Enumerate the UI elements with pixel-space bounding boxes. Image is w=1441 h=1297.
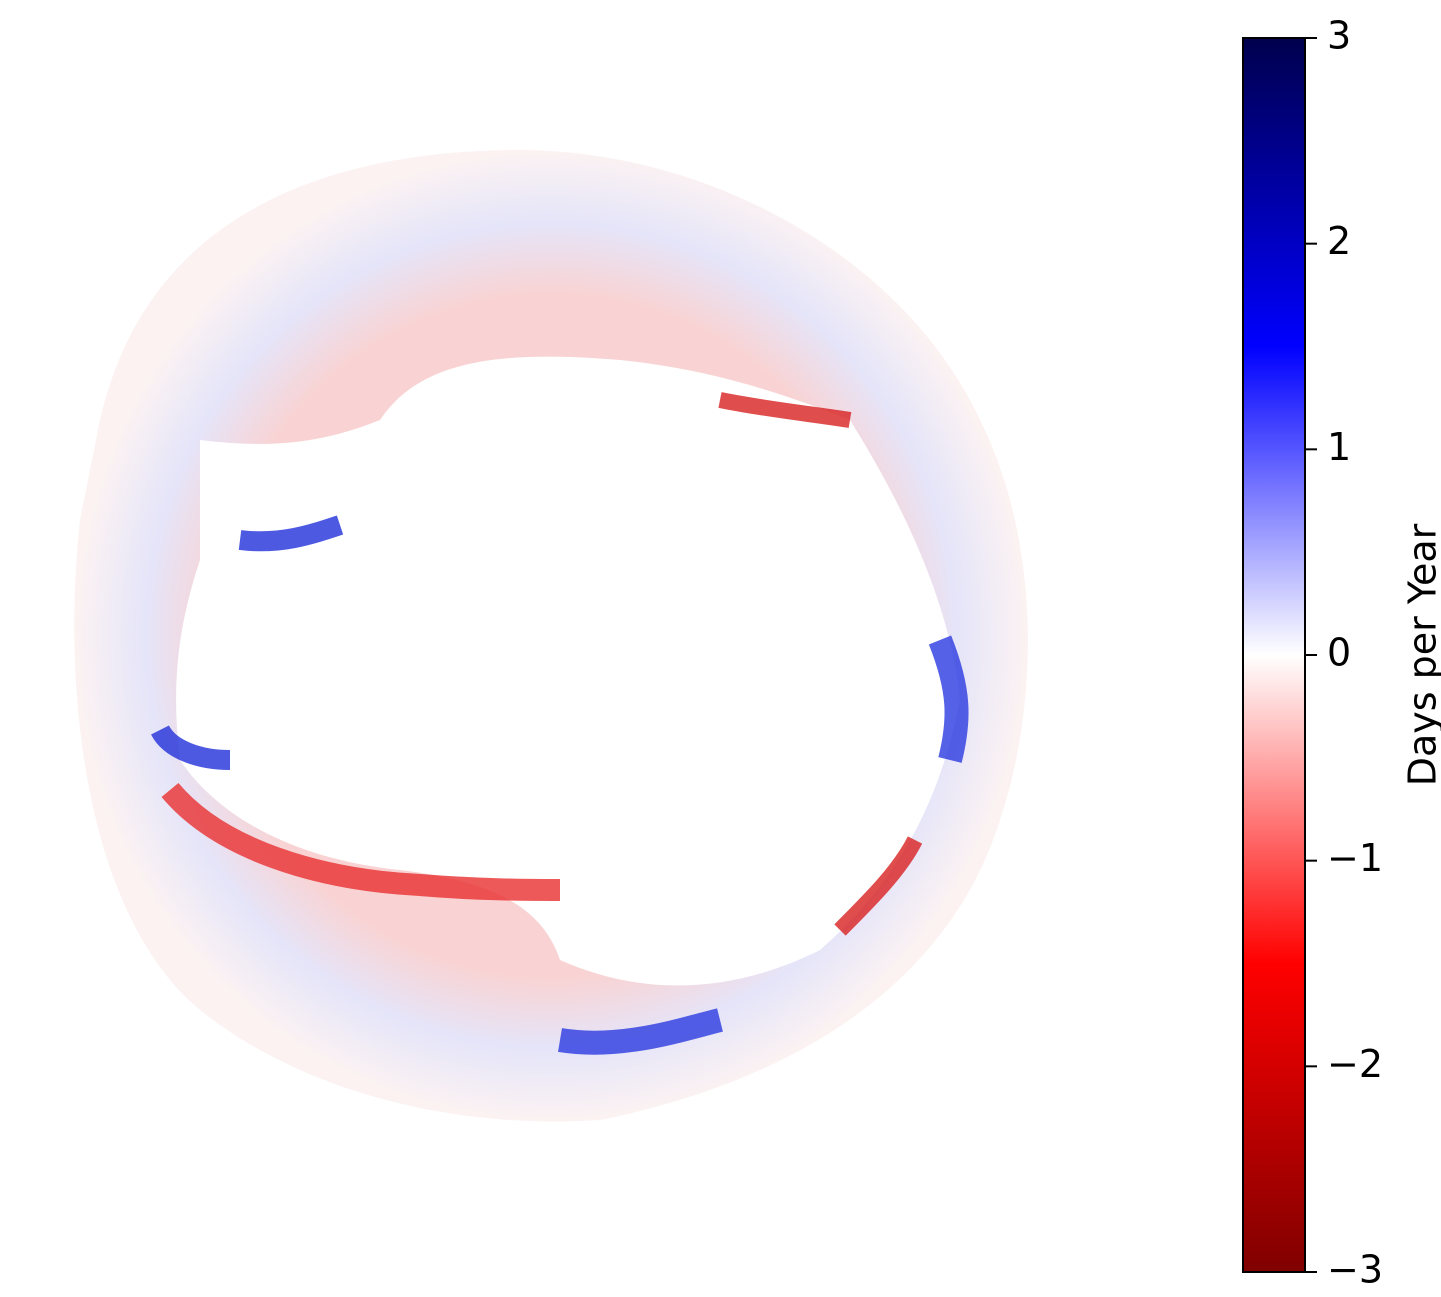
map bbox=[74, 150, 1028, 1122]
colorbar-tick-label: 1 bbox=[1327, 425, 1351, 469]
colorbar-tick-label: −2 bbox=[1327, 1042, 1383, 1086]
colorbar-tick-label: 0 bbox=[1327, 631, 1351, 675]
ice-edge-blue bbox=[558, 635, 969, 1055]
ice-edge-red bbox=[161, 782, 561, 901]
colorbar-fill bbox=[1242, 37, 1306, 1273]
colorbar: Days per Year −3 −2 −1 0 1 2 3 bbox=[1242, 14, 1441, 1292]
sea-ice-ring bbox=[74, 150, 1028, 1122]
ice-edge-red-east bbox=[718, 392, 923, 936]
ice-edge-blue-west bbox=[151, 515, 344, 770]
colorbar-tick-label: 3 bbox=[1327, 14, 1351, 58]
colorbar-tick-label: −3 bbox=[1327, 1248, 1383, 1292]
colorbar-tick-label: 2 bbox=[1327, 219, 1351, 263]
colorbar-label: Days per Year bbox=[1401, 523, 1441, 786]
colorbar-tick-label: −1 bbox=[1327, 836, 1383, 880]
